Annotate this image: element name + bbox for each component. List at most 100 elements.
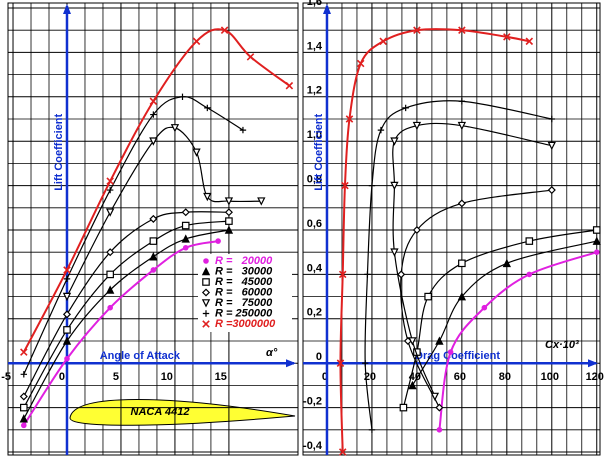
- x-tick-label: 15: [215, 371, 227, 383]
- marker: [379, 37, 387, 46]
- marker: [246, 53, 255, 61]
- marker: [224, 225, 234, 234]
- y-tick-label: 1,4: [307, 40, 323, 52]
- y-tick-label: -0,2: [303, 396, 322, 408]
- marker: [170, 124, 180, 133]
- y-tick-label: -0,4: [303, 440, 323, 452]
- marker: [20, 403, 28, 412]
- marker: [179, 93, 186, 100]
- marker: [390, 137, 399, 146]
- left-grid: [7, 2, 299, 456]
- marker: [106, 270, 114, 279]
- marker: [202, 310, 210, 317]
- marker: [458, 98, 466, 105]
- marker: [20, 348, 28, 356]
- marker: [215, 238, 221, 244]
- marker: [458, 26, 466, 34]
- x-axis-label: Angle of Attack: [100, 350, 181, 362]
- x-tick-label: 5: [113, 371, 119, 383]
- panel-frame: [7, 2, 299, 456]
- y-tick-label: 1,0: [307, 129, 322, 141]
- marker: [368, 426, 376, 433]
- marker: [63, 266, 71, 274]
- marker: [390, 248, 399, 257]
- legend-label: R =3000000: [215, 318, 276, 330]
- marker: [149, 214, 158, 223]
- marker: [364, 271, 371, 278]
- marker: [202, 320, 210, 328]
- marker: [503, 33, 511, 41]
- marker: [436, 426, 443, 433]
- marker: [106, 248, 115, 257]
- legend-label: R = 20000: [215, 255, 273, 267]
- y-tick-label: 0,6: [307, 218, 322, 230]
- arrow: [322, 4, 331, 14]
- legend-label: R = 250000: [215, 307, 273, 319]
- marker: [338, 448, 347, 456]
- marker: [106, 177, 114, 185]
- marker: [457, 199, 466, 208]
- marker: [181, 234, 190, 243]
- marker: [368, 182, 376, 189]
- marker: [412, 121, 422, 131]
- x-unit: α°: [266, 347, 278, 359]
- marker: [201, 266, 211, 276]
- arrow: [588, 359, 598, 368]
- marker: [408, 337, 417, 346]
- marker: [526, 271, 533, 278]
- marker: [361, 360, 369, 367]
- marker: [457, 121, 467, 131]
- marker: [356, 59, 365, 68]
- annotation: NACA 4412: [131, 406, 190, 418]
- airfoil: [69, 399, 296, 426]
- marker: [435, 403, 444, 412]
- series-line: [400, 189, 552, 408]
- marker: [593, 249, 600, 256]
- marker: [547, 185, 556, 195]
- y-tick-label: 0,2: [307, 307, 322, 319]
- marker: [62, 310, 72, 319]
- marker: [592, 226, 601, 234]
- arrow: [62, 4, 71, 14]
- marker: [62, 336, 72, 345]
- marker: [107, 304, 113, 311]
- marker: [224, 197, 234, 206]
- y-tick-label: 1,6: [307, 0, 322, 8]
- marker: [341, 181, 349, 190]
- marker: [592, 236, 601, 245]
- marker: [397, 270, 406, 279]
- marker: [149, 97, 158, 106]
- marker: [399, 403, 408, 412]
- marker: [203, 258, 209, 264]
- marker: [430, 392, 440, 402]
- marker: [412, 225, 421, 235]
- y-axis-label: Lift Coefficient: [53, 113, 65, 190]
- marker: [408, 380, 417, 390]
- marker: [20, 371, 28, 378]
- marker: [149, 137, 158, 146]
- marker: [21, 422, 27, 429]
- x-unit: Cx·10³: [545, 339, 579, 351]
- marker: [377, 126, 385, 134]
- marker: [457, 292, 467, 301]
- series-line: [339, 28, 530, 453]
- marker: [458, 259, 466, 268]
- legend-label: R = 30000: [215, 265, 273, 277]
- marker: [502, 258, 511, 268]
- marker: [225, 217, 233, 225]
- marker: [338, 270, 347, 279]
- marker: [257, 197, 266, 206]
- x-tick-label: 80: [499, 371, 511, 383]
- legend-box: [198, 254, 292, 332]
- marker: [547, 141, 556, 151]
- x-tick-label: 0: [322, 371, 328, 383]
- x-tick-label: 10: [161, 371, 173, 383]
- x-tick-label: 100: [541, 371, 559, 383]
- marker: [390, 181, 399, 191]
- marker: [63, 275, 71, 283]
- marker: [285, 81, 294, 90]
- marker: [345, 115, 354, 123]
- marker: [106, 208, 115, 217]
- y-axis-label: Lift Coefficient: [313, 113, 325, 190]
